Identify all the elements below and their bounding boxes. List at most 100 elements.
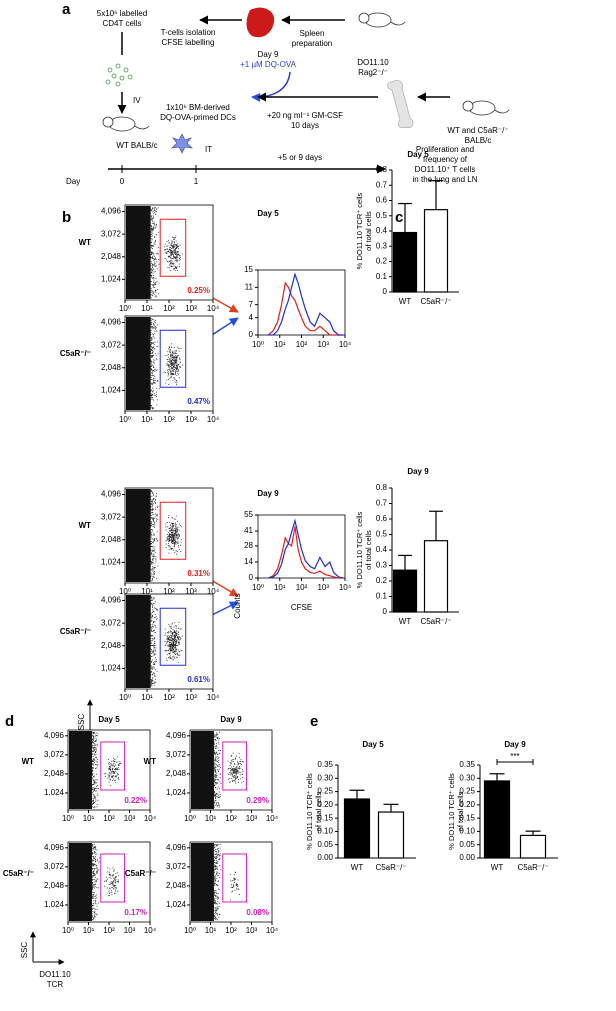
- event-dot: [155, 561, 157, 563]
- event-dot: [152, 275, 154, 277]
- event-dot: [151, 645, 153, 647]
- event-dot: [166, 379, 168, 381]
- event-dot: [232, 883, 234, 885]
- event-dot: [216, 877, 218, 879]
- gate-percent: 0.29%: [246, 796, 269, 805]
- event-dot: [231, 754, 233, 756]
- event-dot: [151, 682, 153, 684]
- y-tick-label: 0.8: [376, 165, 388, 174]
- event-dot: [152, 667, 154, 669]
- event-dot: [149, 663, 151, 665]
- event-dot: [153, 362, 155, 364]
- event-dot: [237, 770, 239, 772]
- event-dot: [150, 626, 152, 628]
- event-dot: [154, 540, 156, 542]
- event-dot: [95, 790, 97, 792]
- event-dot: [107, 891, 109, 893]
- event-dot: [150, 395, 152, 397]
- event-dot: [174, 645, 176, 647]
- event-dot: [94, 912, 96, 914]
- event-dot: [155, 615, 157, 617]
- event-dot: [149, 324, 151, 326]
- event-dot: [150, 514, 152, 516]
- event-dot: [175, 625, 177, 627]
- event-dot: [169, 538, 171, 540]
- event-dot: [215, 883, 217, 885]
- event-dot: [149, 599, 151, 601]
- event-dot: [150, 511, 152, 513]
- event-dot: [93, 915, 95, 917]
- event-dot: [152, 257, 154, 259]
- event-dot: [155, 653, 157, 655]
- event-dot: [94, 868, 96, 870]
- event-dot: [115, 884, 117, 886]
- event-dot: [154, 330, 156, 332]
- event-dot: [164, 355, 166, 357]
- event-dot: [167, 251, 169, 253]
- event-dot: [155, 284, 157, 286]
- event-dot: [91, 882, 93, 884]
- event-dot: [175, 371, 177, 373]
- gate-percent: 0.17%: [124, 908, 147, 917]
- event-dot: [214, 739, 216, 741]
- event-dot: [149, 548, 151, 550]
- event-dot: [213, 737, 215, 739]
- event-dot: [109, 774, 111, 776]
- event-dot: [149, 490, 151, 492]
- event-dot: [151, 530, 153, 532]
- event-dot: [174, 651, 176, 653]
- event-dot: [113, 886, 115, 888]
- event-dot: [90, 868, 92, 870]
- event-dot: [219, 865, 221, 867]
- event-dot: [174, 381, 176, 383]
- event-dot: [90, 862, 92, 864]
- event-dot: [215, 895, 217, 897]
- event-dot: [151, 650, 153, 652]
- label: IV: [133, 96, 141, 105]
- event-dot: [213, 794, 215, 796]
- event-dot: [152, 334, 154, 336]
- y-tick-label: 3,072: [166, 862, 187, 871]
- event-dot: [229, 762, 231, 764]
- event-dot: [94, 737, 96, 739]
- x-tick-label: 10⁴: [207, 415, 220, 424]
- event-dot: [213, 735, 215, 737]
- event-dot: [154, 621, 156, 623]
- event-dot: [240, 764, 242, 766]
- event-dot: [214, 753, 216, 755]
- event-dot: [234, 873, 236, 875]
- event-dot: [172, 371, 174, 373]
- event-dot: [174, 243, 176, 245]
- y-tick-label: 2,048: [101, 363, 122, 372]
- event-dot: [153, 320, 155, 322]
- event-dot: [170, 640, 172, 642]
- event-dot: [97, 761, 99, 763]
- event-dot: [167, 255, 169, 257]
- event-dot: [212, 876, 214, 878]
- event-dot: [112, 778, 114, 780]
- event-dot: [166, 636, 168, 638]
- event-dot: [153, 638, 155, 640]
- event-dot: [150, 668, 152, 670]
- x-tick-label: 10⁰: [252, 583, 264, 592]
- event-dot: [90, 846, 92, 848]
- event-dot: [115, 891, 117, 893]
- event-dot: [212, 900, 214, 902]
- event-dot: [97, 878, 99, 880]
- event-dot: [171, 638, 173, 640]
- event-dot: [90, 856, 92, 858]
- y-tick-label: 0.1: [376, 592, 388, 601]
- event-dot: [114, 887, 116, 889]
- event-dot: [93, 753, 95, 755]
- event-dot: [218, 888, 220, 890]
- row-label: C5aR⁻/⁻: [3, 869, 34, 878]
- event-dot: [234, 778, 236, 780]
- event-dot: [237, 884, 239, 886]
- event-dot: [216, 861, 218, 863]
- event-dot: [172, 527, 174, 529]
- event-dot: [176, 261, 178, 263]
- event-dot: [114, 766, 116, 768]
- day-title: Day 9: [257, 489, 279, 498]
- event-dot: [168, 373, 170, 375]
- event-dot: [150, 614, 152, 616]
